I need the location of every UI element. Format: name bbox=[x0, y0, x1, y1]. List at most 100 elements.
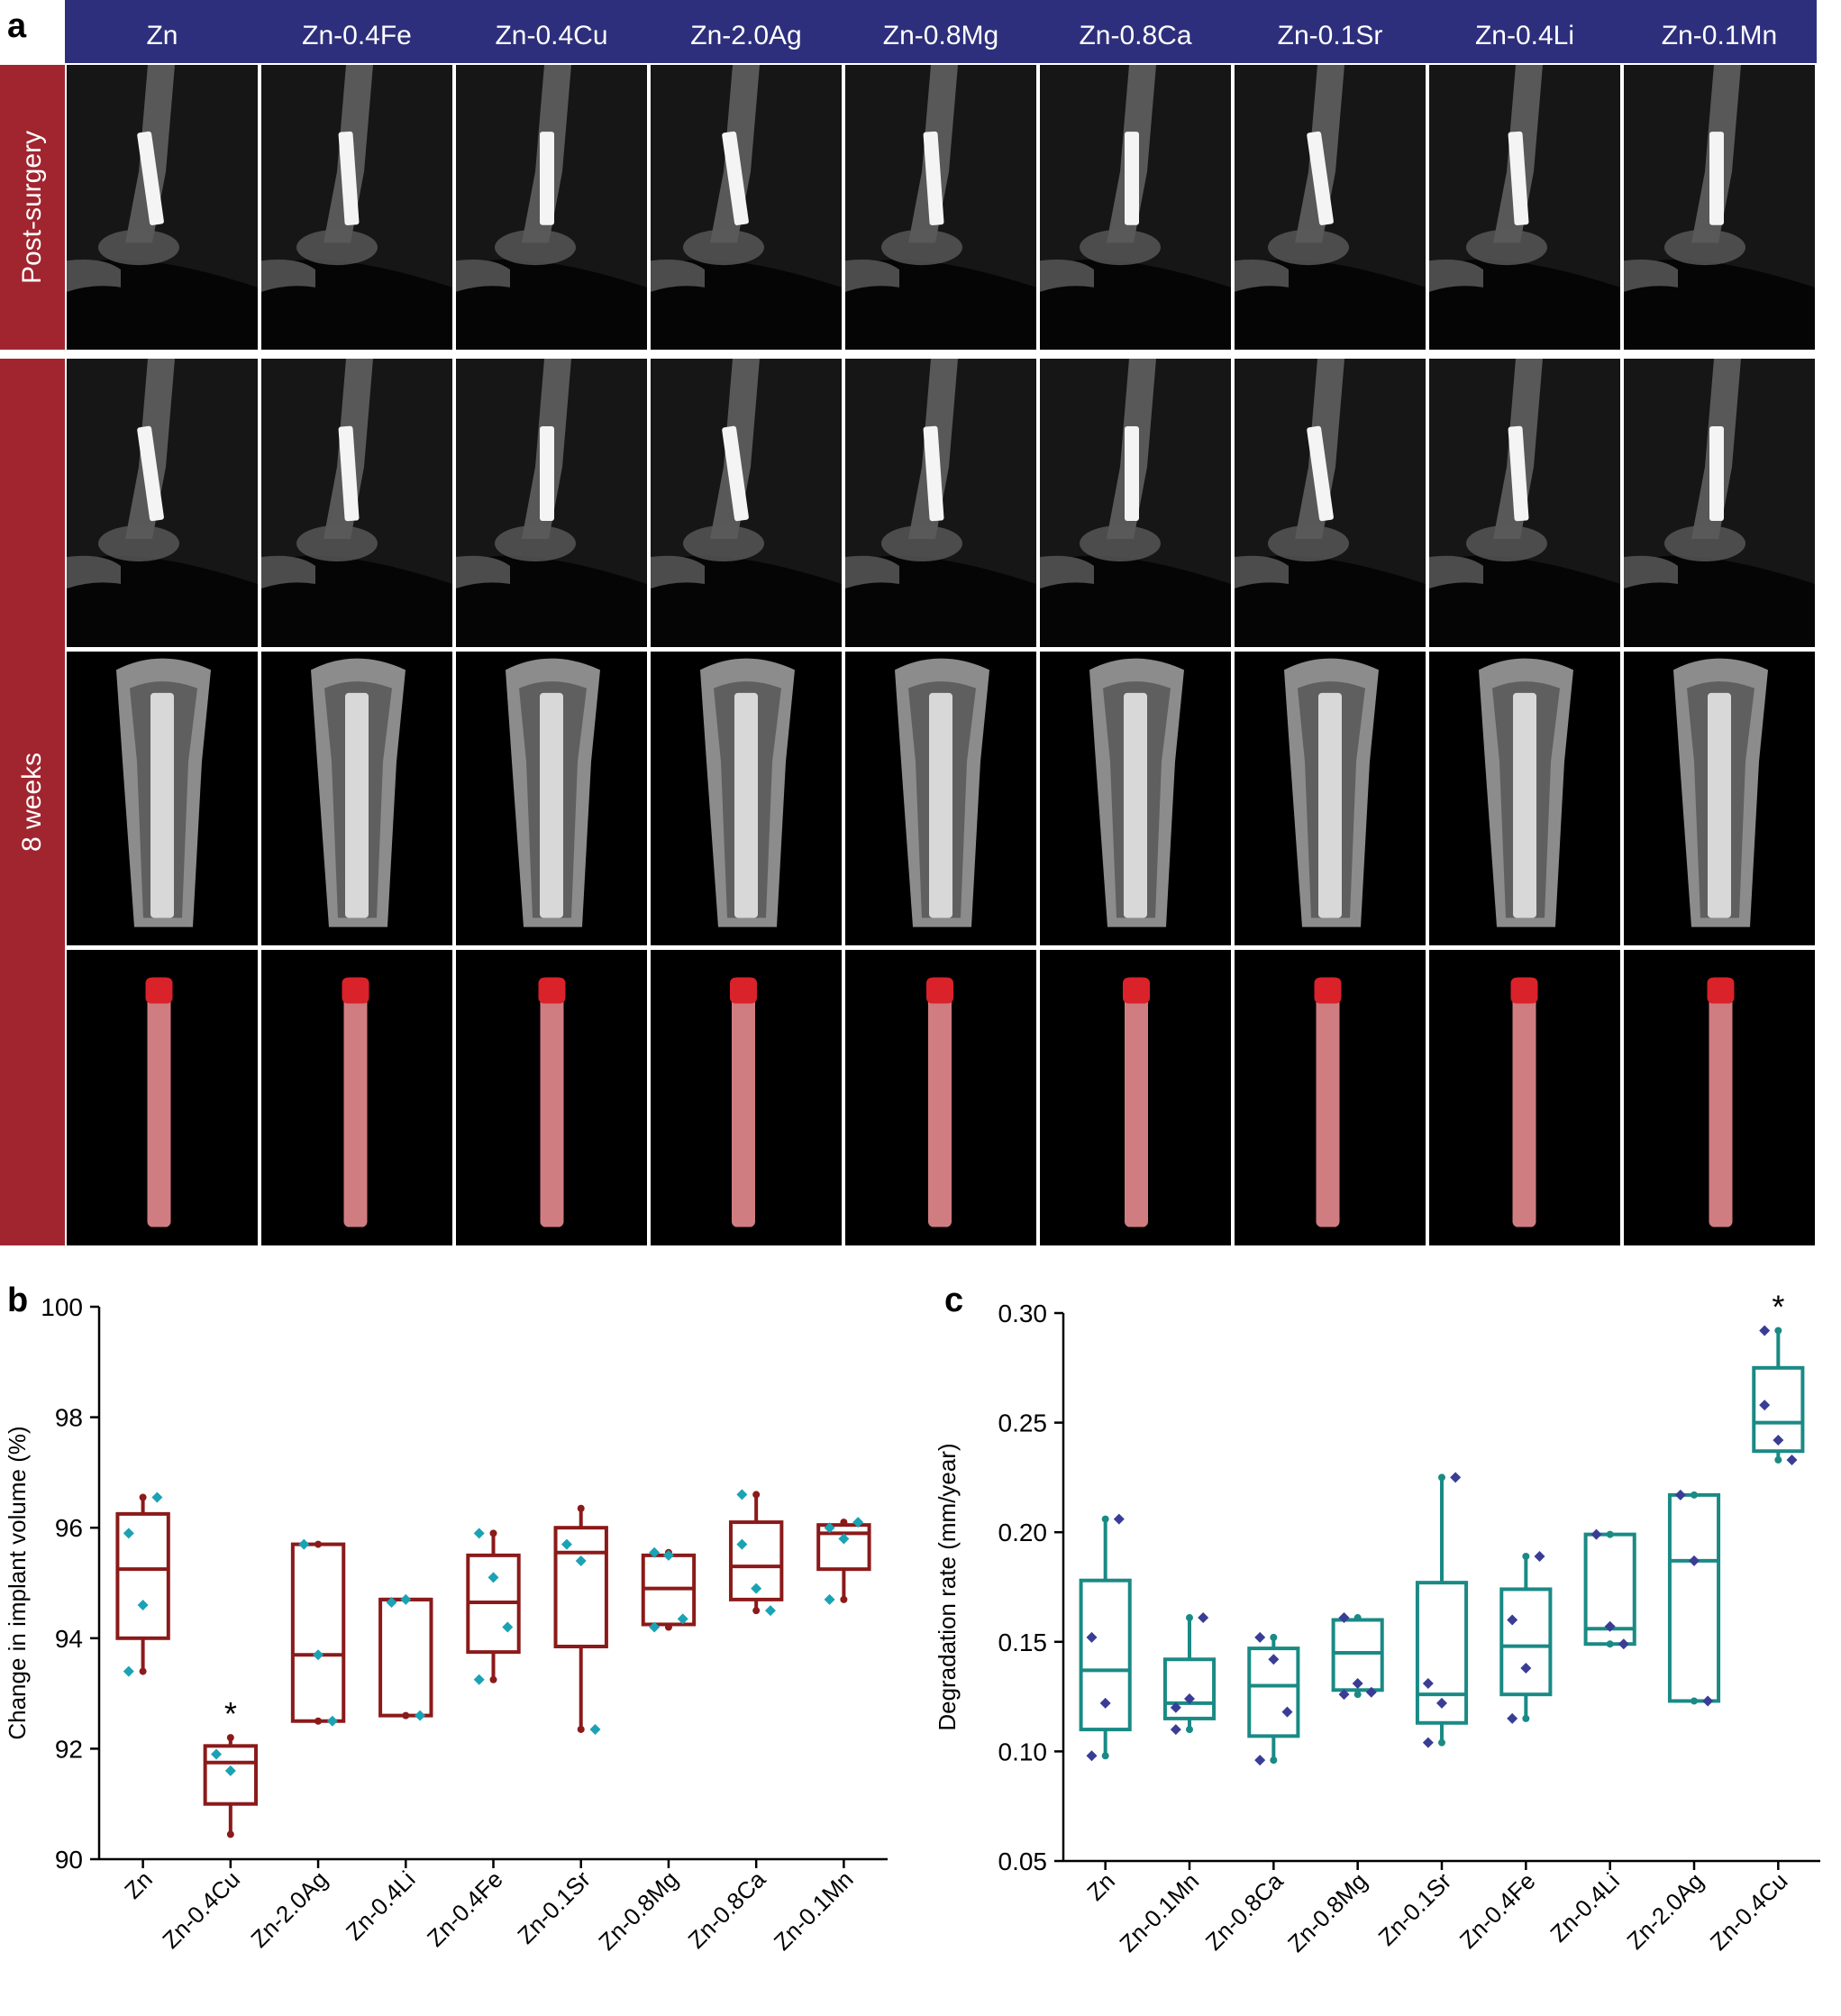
data-point bbox=[326, 1715, 338, 1727]
significance-star: * bbox=[1772, 1288, 1784, 1325]
y-tick-label: 0.05 bbox=[998, 1847, 1048, 1875]
data-point bbox=[1520, 1662, 1532, 1674]
data-point bbox=[1352, 1678, 1363, 1690]
data-point bbox=[1254, 1631, 1266, 1643]
whisker-cap-min bbox=[489, 1675, 497, 1683]
x-tick-label: Zn-0.4Cu bbox=[157, 1865, 245, 1954]
data-point bbox=[1534, 1550, 1545, 1562]
whisker-cap-min bbox=[1186, 1726, 1193, 1734]
microct-image-zn-0-4cu-row3 bbox=[456, 652, 647, 945]
y-tick-label: 94 bbox=[55, 1625, 83, 1653]
data-point bbox=[1338, 1689, 1350, 1701]
x-tick-label: Zn bbox=[1081, 1867, 1120, 1906]
y-tick-label: 0.10 bbox=[998, 1738, 1048, 1765]
data-point bbox=[1689, 1555, 1700, 1566]
whisker-cap-max bbox=[1101, 1515, 1109, 1523]
xray-image-zn-0-8mg-row1 bbox=[845, 65, 1036, 350]
box bbox=[1415, 1581, 1469, 1725]
data-point bbox=[1507, 1614, 1518, 1626]
whisker-cap-max bbox=[577, 1504, 585, 1512]
data-point bbox=[1099, 1697, 1111, 1709]
microct-image-zn-0-8ca-row3 bbox=[1040, 652, 1231, 945]
whisker-cap-max bbox=[752, 1491, 761, 1499]
box bbox=[115, 1511, 170, 1640]
data-point bbox=[575, 1555, 587, 1566]
y-axis-label: Change in implant volume (%) bbox=[4, 1426, 31, 1739]
box bbox=[1499, 1587, 1553, 1697]
implant-image-zn-0-1mn-row4 bbox=[1624, 950, 1815, 1245]
xray-image-zn-row2 bbox=[67, 359, 258, 647]
y-tick-label: 98 bbox=[55, 1404, 83, 1432]
whisker-cap-min bbox=[226, 1830, 234, 1838]
y-tick-label: 90 bbox=[55, 1846, 83, 1874]
data-point bbox=[1281, 1706, 1293, 1718]
y-tick-label: 96 bbox=[55, 1514, 83, 1542]
xray-image-zn-0-4fe-row2 bbox=[261, 359, 452, 647]
whisker-cap-min bbox=[1270, 1756, 1278, 1765]
implant-image-zn-2-0ag-row4 bbox=[651, 950, 842, 1245]
whisker-cap-min bbox=[1101, 1752, 1109, 1760]
implant-image-zn-0-1sr-row4 bbox=[1235, 950, 1426, 1245]
microct-image-zn-0-1sr-row3 bbox=[1235, 652, 1426, 945]
y-tick-label: 0.15 bbox=[998, 1628, 1048, 1656]
whisker-cap-min bbox=[577, 1725, 585, 1733]
data-point bbox=[1618, 1638, 1629, 1650]
box bbox=[1162, 1657, 1217, 1720]
data-point bbox=[1436, 1697, 1447, 1709]
whisker-cap-max bbox=[1186, 1614, 1193, 1622]
row-label-post-surgery: Post-surgery bbox=[0, 65, 65, 350]
box bbox=[378, 1597, 433, 1718]
data-point bbox=[1184, 1693, 1195, 1705]
data-point bbox=[473, 1674, 485, 1685]
whisker-cap-min bbox=[1522, 1714, 1530, 1722]
data-point bbox=[1759, 1325, 1771, 1336]
xray-image-zn-0-4li-row1 bbox=[1429, 65, 1620, 350]
data-point bbox=[751, 1583, 762, 1594]
box bbox=[1331, 1618, 1384, 1692]
data-point bbox=[824, 1522, 835, 1534]
column-label-zn-0-8ca: Zn-0.8Ca bbox=[1079, 21, 1192, 50]
data-point bbox=[400, 1593, 412, 1605]
data-point bbox=[1170, 1701, 1181, 1713]
xray-image-zn-0-1sr-row1 bbox=[1235, 65, 1426, 350]
data-point bbox=[1254, 1755, 1266, 1766]
data-point bbox=[313, 1649, 324, 1661]
x-tick-label: Zn-0.8Ca bbox=[1200, 1867, 1289, 1956]
panel-c-box-chart: 0.05 0.10 0.15 0.20 0.25 0.30 Degradation rate… bbox=[934, 1288, 1820, 1957]
xray-image-zn-0-4li-row2 bbox=[1429, 359, 1620, 647]
x-tick-label: Zn-0.4Li bbox=[341, 1865, 421, 1946]
xray-image-zn-2-0ag-row2 bbox=[651, 359, 842, 647]
y-tick-label: 100 bbox=[41, 1293, 83, 1321]
x-tick-label: Zn-0.4Li bbox=[1545, 1867, 1625, 1948]
box bbox=[1079, 1578, 1132, 1732]
xray-image-zn-0-1sr-row2 bbox=[1235, 359, 1426, 647]
xray-image-zn-row1 bbox=[67, 65, 258, 350]
data-point bbox=[1604, 1620, 1616, 1632]
whisker-cap-max bbox=[1522, 1552, 1530, 1560]
data-point bbox=[473, 1528, 485, 1539]
microct-image-zn-0-4li-row3 bbox=[1429, 652, 1620, 945]
y-tick-label: 0.30 bbox=[998, 1300, 1048, 1327]
significance-star: * bbox=[224, 1695, 237, 1732]
data-point bbox=[824, 1593, 835, 1605]
whisker-cap-min bbox=[1438, 1738, 1445, 1747]
x-tick-label: Zn-2.0Ag bbox=[1621, 1867, 1709, 1955]
panel-b-letter: b bbox=[7, 1282, 29, 1319]
data-point bbox=[488, 1572, 499, 1583]
data-point bbox=[1268, 1654, 1280, 1665]
column-label-zn-0-1mn: Zn-0.1Mn bbox=[1661, 21, 1778, 50]
xray-image-zn-2-0ag-row1 bbox=[651, 65, 842, 350]
y-tick-label: 0.25 bbox=[998, 1409, 1048, 1437]
implant-image-zn-0-4fe-row4 bbox=[261, 950, 452, 1245]
box bbox=[816, 1523, 871, 1572]
data-point bbox=[764, 1605, 776, 1617]
data-point bbox=[224, 1765, 236, 1776]
column-label-zn-0-1sr: Zn-0.1Sr bbox=[1277, 21, 1383, 50]
data-point bbox=[1786, 1454, 1798, 1465]
implant-image-zn-0-8ca-row4 bbox=[1040, 950, 1231, 1245]
xray-image-zn-0-1mn-row2 bbox=[1624, 359, 1815, 647]
x-tick-label: Zn-0.4Fe bbox=[422, 1865, 508, 1952]
box bbox=[1667, 1492, 1721, 1703]
data-point bbox=[1759, 1400, 1771, 1411]
x-tick-label: Zn bbox=[119, 1865, 158, 1904]
